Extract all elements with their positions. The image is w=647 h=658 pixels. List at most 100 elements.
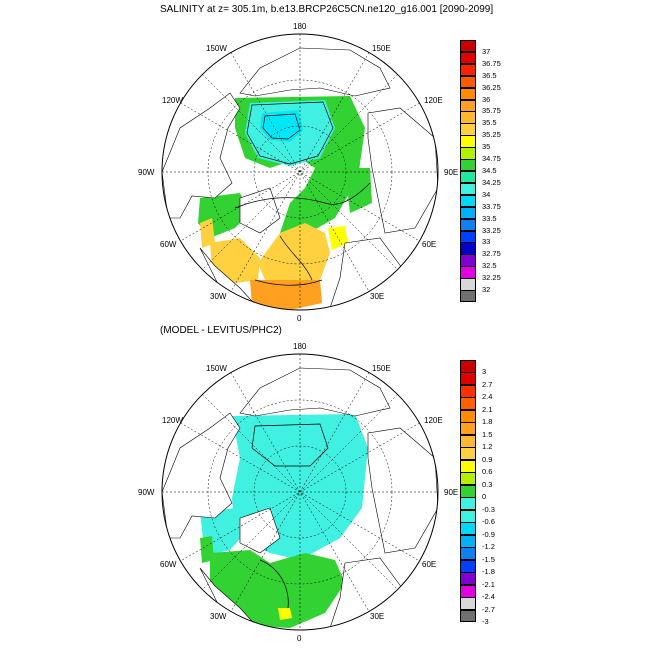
- colorbar-swatch-difference: [460, 360, 476, 373]
- coastlines: [162, 367, 438, 630]
- lon-label-60w: 60W: [160, 560, 177, 569]
- colorbar-swatch-salinity: [460, 75, 476, 89]
- colorbar-label-salinity: 33.75: [482, 201, 501, 211]
- colorbar-swatch-salinity: [460, 290, 476, 303]
- colorbar-swatch-salinity: [460, 230, 476, 243]
- colorbar-label-difference: -0.3: [482, 504, 495, 514]
- colorbar-swatch-difference: [460, 447, 476, 461]
- colorbar-swatch-difference: [460, 472, 476, 486]
- colorbar-swatch-difference: [460, 609, 476, 623]
- colorbar-label-salinity: 36.75: [482, 58, 501, 68]
- colorbar-swatch-salinity: [460, 266, 476, 279]
- colorbar-swatch-salinity: [460, 63, 476, 77]
- colorbar-swatch-difference: [460, 559, 476, 573]
- contour-lines: [234, 101, 371, 286]
- colorbar-swatch-difference: [460, 434, 476, 448]
- colorbar-swatch-salinity: [460, 242, 476, 255]
- colorbar-swatch-salinity: [460, 123, 476, 136]
- lon-label-180: 180: [293, 342, 307, 351]
- colorbar-label-salinity: 35.5: [482, 118, 497, 128]
- contour-lines: [251, 423, 329, 609]
- colorbar-label-difference: -0.6: [482, 517, 495, 527]
- colorbar-swatch-salinity: [460, 135, 476, 148]
- salinity-polar-map: [161, 33, 439, 311]
- colorbar-label-difference: 1.2: [482, 442, 493, 452]
- colorbar-swatch-salinity: [460, 40, 476, 53]
- plot-title-bottom: (MODEL - LEVITUS/PHC2): [160, 325, 282, 336]
- colorbar-label-difference: 2.7: [482, 379, 493, 389]
- colorbar-swatch-salinity: [460, 278, 476, 291]
- colorbar-swatch-salinity: [460, 51, 476, 65]
- colorbar-label-salinity: 33: [482, 237, 491, 247]
- lon-label-60w: 60W: [160, 240, 177, 249]
- colorbar-label-difference: 2.1: [482, 404, 493, 414]
- colorbar-salinity: 37 36.75 36.5 36.25 36 35.75 35.5 35.25 35 34.75 3…: [460, 40, 540, 303]
- salinity-field: [198, 96, 372, 310]
- colorbar-label-difference: -3: [482, 617, 489, 626]
- lon-label-0: 0: [297, 634, 302, 643]
- colorbar-swatch-salinity: [460, 99, 476, 112]
- colorbar-label-difference: 2.4: [482, 392, 493, 402]
- colorbar-label-difference: 0: [482, 492, 487, 502]
- colorbar-swatch-difference: [460, 597, 476, 611]
- colorbar-label-difference: -1.8: [482, 567, 495, 577]
- colorbar-swatch-difference: [460, 497, 476, 511]
- salinity-map-panel: 180 150W 150E 120W 120E 90W 90E 60W 60E …: [138, 18, 480, 338]
- colorbar-swatch-salinity: [460, 194, 476, 208]
- lon-label-150e: 150E: [372, 364, 391, 373]
- map-boundary: [161, 353, 439, 631]
- colorbar-swatch-salinity: [460, 182, 476, 196]
- colorbar-swatch-difference: [460, 384, 476, 398]
- lon-label-90w: 90W: [138, 168, 155, 177]
- colorbar-swatch-difference: [460, 522, 476, 536]
- colorbar-label-salinity: 36.25: [482, 82, 501, 92]
- colorbar-label-salinity: 33.25: [482, 225, 501, 235]
- colorbar-label-salinity: 32.5: [482, 261, 497, 271]
- colorbar-swatch-difference: [460, 372, 476, 386]
- colorbar-swatch-difference: [460, 459, 476, 473]
- colorbar-swatch-difference: [460, 409, 476, 423]
- colorbar-label-difference: 0.6: [482, 467, 493, 477]
- lon-label-150w: 150W: [206, 44, 227, 53]
- difference-map-panel: 180 150W 150E 120W 120E 90W 90E 60W 60E …: [138, 338, 480, 658]
- lon-label-30e: 30E: [370, 612, 385, 621]
- lon-label-150e: 150E: [372, 44, 391, 53]
- lon-label-120e: 120E: [424, 416, 443, 425]
- colorbar-label-salinity: 35.75: [482, 106, 501, 116]
- lon-label-90w: 90W: [138, 488, 155, 497]
- lon-label-30e: 30E: [370, 292, 385, 301]
- colorbar-label-difference: -2.1: [482, 579, 495, 589]
- colorbar-label-salinity: 33.5: [482, 213, 497, 223]
- colorbar-label-difference: 0.9: [482, 454, 493, 464]
- lon-label-120e: 120E: [424, 96, 443, 105]
- lon-label-60e: 60E: [422, 240, 437, 249]
- colorbar-label-difference: -2.7: [482, 604, 495, 614]
- colorbar-swatch-difference: [460, 397, 476, 411]
- colorbar-swatch-salinity: [460, 111, 476, 124]
- map-boundary: [161, 33, 439, 311]
- colorbar-label-difference: 0.3: [482, 479, 493, 489]
- colorbar-label-salinity: 32: [482, 285, 491, 295]
- colorbar-swatch-salinity: [460, 171, 476, 184]
- colorbar-label-salinity: 34.25: [482, 177, 501, 187]
- colorbar-label-salinity: 34: [482, 189, 491, 199]
- colorbar-label-difference: 1.8: [482, 417, 493, 427]
- colorbar-label-salinity: 35: [482, 142, 491, 152]
- difference-polar-map: [161, 353, 439, 631]
- colorbar-label-salinity: 37: [482, 46, 491, 56]
- colorbar-label-difference: -2.4: [482, 592, 495, 602]
- plot-title-top: SALINITY at z= 305.1m, b.e13.BRCP26C5CN.…: [160, 4, 494, 15]
- lon-label-90e: 90E: [444, 168, 459, 177]
- colorbar-swatch-difference: [460, 484, 476, 498]
- lon-label-30w: 30W: [210, 292, 227, 301]
- colorbar-label-salinity: 36: [482, 94, 491, 104]
- colorbar-swatch-difference: [460, 534, 476, 548]
- colorbar-label-salinity: 34.5: [482, 166, 497, 175]
- lon-label-120w: 120W: [162, 416, 183, 425]
- colorbar-swatch-salinity: [460, 254, 476, 267]
- graticule: [162, 354, 438, 630]
- colorbar-label-difference: -0.9: [482, 529, 495, 539]
- colorbar-swatch-salinity: [460, 87, 476, 101]
- colorbar-swatch-difference: [460, 584, 476, 598]
- colorbar-label-salinity: 32.75: [482, 249, 501, 259]
